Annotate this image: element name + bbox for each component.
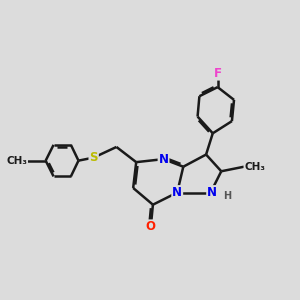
Text: H: H <box>224 191 232 201</box>
Text: O: O <box>146 220 156 233</box>
Text: N: N <box>207 186 217 199</box>
Text: CH₃: CH₃ <box>6 156 27 166</box>
Text: S: S <box>89 151 98 164</box>
Text: F: F <box>214 67 222 80</box>
Text: CH₃: CH₃ <box>244 162 265 172</box>
Text: N: N <box>158 153 169 166</box>
Text: N: N <box>172 186 182 199</box>
